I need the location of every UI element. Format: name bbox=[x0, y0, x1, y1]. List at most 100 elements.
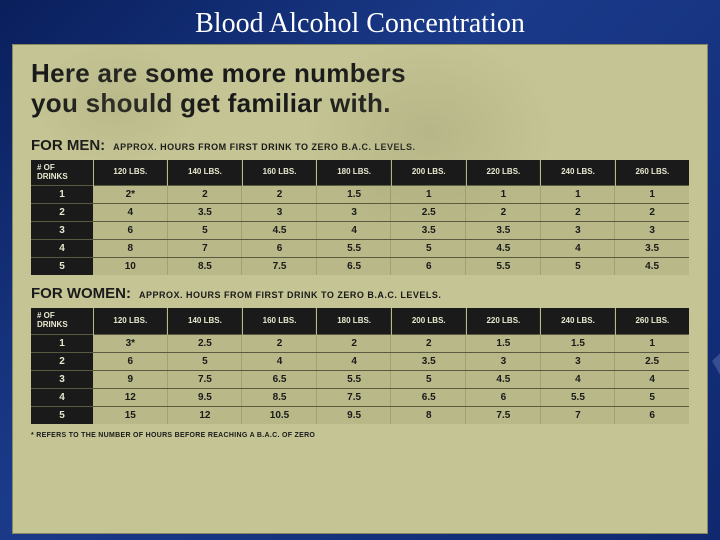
men-cell: 2 bbox=[541, 204, 616, 222]
men-weight-col-6: 240 LBS. bbox=[541, 160, 616, 186]
men-cell: 6.5 bbox=[317, 258, 392, 276]
women-cell: 5 bbox=[391, 370, 466, 388]
women-label: FOR WOMEN: bbox=[31, 285, 131, 302]
women-cell: 3 bbox=[466, 352, 541, 370]
men-weight-col-5: 220 LBS. bbox=[466, 160, 541, 186]
men-cell: 2* bbox=[93, 186, 168, 204]
men-sublabel: APPROX. HOURS FROM FIRST DRINK TO ZERO B… bbox=[113, 142, 415, 152]
women-cell: 12 bbox=[93, 388, 168, 406]
men-label: FOR MEN: bbox=[31, 137, 105, 154]
women-header-row: # OF DRINKS120 LBS.140 LBS.160 LBS.180 L… bbox=[31, 308, 689, 334]
women-cell: 4 bbox=[615, 370, 689, 388]
women-row: 4129.58.57.56.565.55 bbox=[31, 388, 689, 406]
women-weight-col-0: 120 LBS. bbox=[93, 308, 168, 334]
men-cell: 10 bbox=[93, 258, 168, 276]
chart-panel: Here are some more numbers you should ge… bbox=[12, 44, 708, 534]
men-weight-col-2: 160 LBS. bbox=[242, 160, 317, 186]
men-cell: 4 bbox=[541, 240, 616, 258]
men-weight-col-0: 120 LBS. bbox=[93, 160, 168, 186]
women-sublabel: APPROX. HOURS FROM FIRST DRINK TO ZERO B… bbox=[139, 290, 441, 300]
men-cell: 3.5 bbox=[615, 240, 689, 258]
women-cell: 6.5 bbox=[391, 388, 466, 406]
women-cell: 8.5 bbox=[242, 388, 317, 406]
women-section-label: FOR WOMEN: APPROX. HOURS FROM FIRST DRIN… bbox=[31, 285, 689, 302]
intro-text: Here are some more numbers you should ge… bbox=[31, 59, 689, 119]
women-cell: 2 bbox=[242, 334, 317, 352]
men-cell: 4 bbox=[317, 222, 392, 240]
women-cell: 4.5 bbox=[466, 370, 541, 388]
men-cell: 5 bbox=[391, 240, 466, 258]
women-cell: 7.5 bbox=[317, 388, 392, 406]
men-cell: 1 bbox=[541, 186, 616, 204]
men-table: # OF DRINKS120 LBS.140 LBS.160 LBS.180 L… bbox=[31, 160, 689, 276]
women-cell: 2 bbox=[317, 334, 392, 352]
men-cell: 8 bbox=[93, 240, 168, 258]
men-cell: 3.5 bbox=[466, 222, 541, 240]
men-drinks-label: 1 bbox=[31, 186, 93, 204]
men-cell: 3 bbox=[242, 204, 317, 222]
men-row: 48765.554.543.5 bbox=[31, 240, 689, 258]
men-cell: 3 bbox=[615, 222, 689, 240]
men-cell: 7 bbox=[168, 240, 243, 258]
women-row: 13*2.52221.51.51 bbox=[31, 334, 689, 352]
men-cell: 2 bbox=[168, 186, 243, 204]
women-cell: 9.5 bbox=[317, 406, 392, 424]
men-cell: 6 bbox=[391, 258, 466, 276]
men-row: 243.5332.5222 bbox=[31, 204, 689, 222]
men-drinks-label: 4 bbox=[31, 240, 93, 258]
women-cell: 2.5 bbox=[615, 352, 689, 370]
women-weight-col-3: 180 LBS. bbox=[317, 308, 392, 334]
women-cell: 12 bbox=[168, 406, 243, 424]
men-weight-col-4: 200 LBS. bbox=[391, 160, 466, 186]
men-cell: 2 bbox=[466, 204, 541, 222]
women-corner-header: # OF DRINKS bbox=[31, 308, 93, 334]
women-weight-col-5: 220 LBS. bbox=[466, 308, 541, 334]
men-header-row: # OF DRINKS120 LBS.140 LBS.160 LBS.180 L… bbox=[31, 160, 689, 186]
men-cell: 3.5 bbox=[168, 204, 243, 222]
men-cell: 3 bbox=[541, 222, 616, 240]
women-row: 397.56.55.554.544 bbox=[31, 370, 689, 388]
women-cell: 3 bbox=[541, 352, 616, 370]
women-weight-col-1: 140 LBS. bbox=[168, 308, 243, 334]
men-cell: 5.5 bbox=[317, 240, 392, 258]
women-cell: 5.5 bbox=[317, 370, 392, 388]
women-cell: 5.5 bbox=[541, 388, 616, 406]
women-cell: 10.5 bbox=[242, 406, 317, 424]
women-drinks-label: 1 bbox=[31, 334, 93, 352]
men-cell: 1 bbox=[615, 186, 689, 204]
women-cell: 15 bbox=[93, 406, 168, 424]
men-cell: 1 bbox=[466, 186, 541, 204]
men-drinks-label: 3 bbox=[31, 222, 93, 240]
women-cell: 3.5 bbox=[391, 352, 466, 370]
men-drinks-label: 5 bbox=[31, 258, 93, 276]
women-cell: 3* bbox=[93, 334, 168, 352]
women-cell: 6.5 bbox=[242, 370, 317, 388]
men-weight-col-1: 140 LBS. bbox=[168, 160, 243, 186]
men-cell: 1 bbox=[391, 186, 466, 204]
women-cell: 6 bbox=[466, 388, 541, 406]
women-cell: 1 bbox=[615, 334, 689, 352]
women-drinks-label: 4 bbox=[31, 388, 93, 406]
men-cell: 5 bbox=[541, 258, 616, 276]
women-cell: 9.5 bbox=[168, 388, 243, 406]
men-cell: 2 bbox=[242, 186, 317, 204]
women-cell: 7.5 bbox=[168, 370, 243, 388]
women-cell: 5 bbox=[168, 352, 243, 370]
women-drinks-label: 2 bbox=[31, 352, 93, 370]
men-cell: 4.5 bbox=[615, 258, 689, 276]
women-weight-col-6: 240 LBS. bbox=[541, 308, 616, 334]
men-row: 12*221.51111 bbox=[31, 186, 689, 204]
men-cell: 5 bbox=[168, 222, 243, 240]
men-cell: 7.5 bbox=[242, 258, 317, 276]
men-cell: 8.5 bbox=[168, 258, 243, 276]
men-row: 3654.543.53.533 bbox=[31, 222, 689, 240]
women-row: 265443.5332.5 bbox=[31, 352, 689, 370]
women-cell: 7 bbox=[541, 406, 616, 424]
men-drinks-label: 2 bbox=[31, 204, 93, 222]
women-row: 5151210.59.587.576 bbox=[31, 406, 689, 424]
women-weight-col-4: 200 LBS. bbox=[391, 308, 466, 334]
intro-line-1: Here are some more numbers bbox=[31, 59, 689, 89]
men-cell: 2.5 bbox=[391, 204, 466, 222]
men-section-label: FOR MEN: APPROX. HOURS FROM FIRST DRINK … bbox=[31, 137, 689, 154]
men-cell: 3 bbox=[317, 204, 392, 222]
